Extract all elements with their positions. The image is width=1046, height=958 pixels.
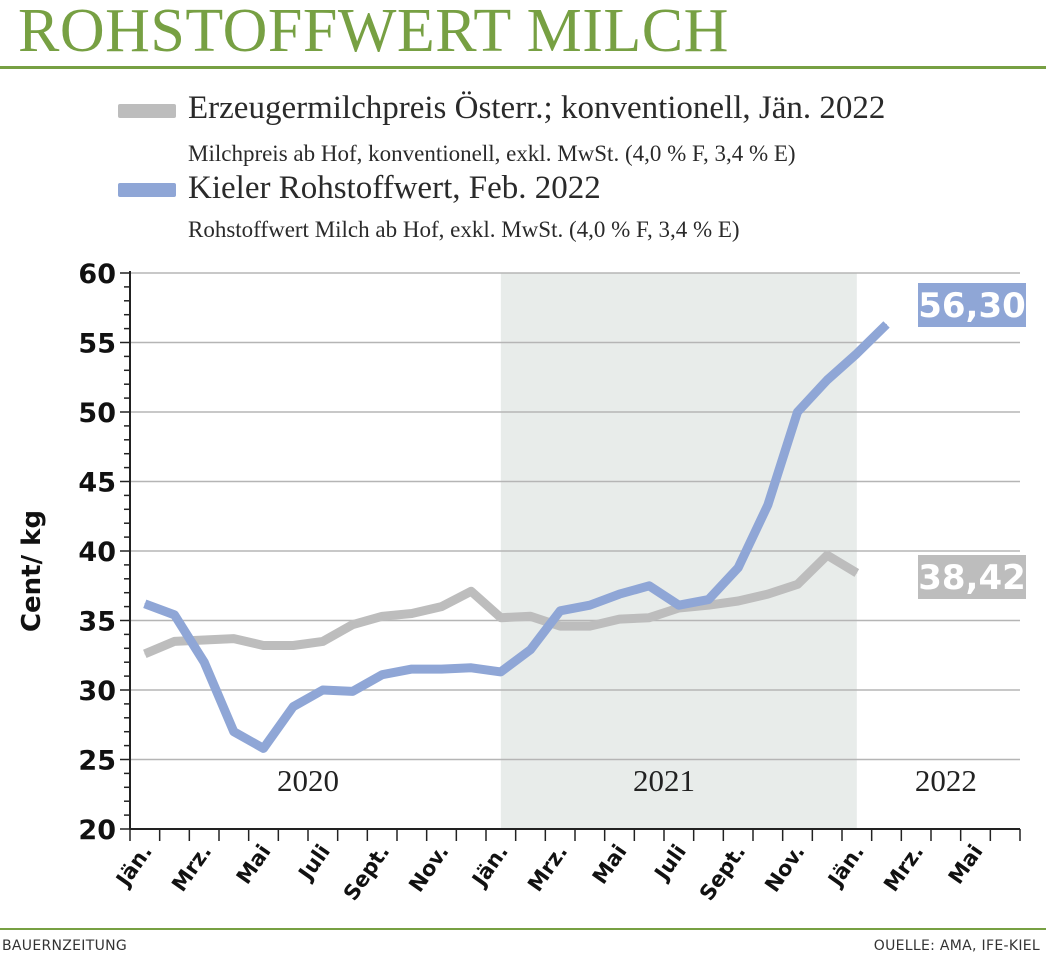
y-tick-label-45: 45 bbox=[78, 468, 116, 499]
y-tick-label-40: 40 bbox=[78, 537, 116, 568]
data-point bbox=[292, 645, 294, 647]
end-label-box-1 bbox=[918, 283, 1026, 327]
data-point bbox=[352, 690, 353, 692]
data-point bbox=[708, 604, 709, 606]
data-point bbox=[411, 613, 413, 615]
data-point bbox=[589, 625, 591, 627]
y-tick-label-25: 25 bbox=[78, 746, 116, 777]
title-rule bbox=[0, 66, 1046, 69]
data-point bbox=[737, 567, 739, 569]
x-tick-label: Mrz. bbox=[523, 840, 572, 896]
data-point bbox=[233, 731, 235, 733]
data-point bbox=[322, 640, 324, 642]
x-tick-label: Nov. bbox=[760, 840, 809, 896]
data-point bbox=[559, 625, 561, 627]
data-point bbox=[381, 615, 383, 617]
y-tick-label-55: 55 bbox=[78, 329, 116, 360]
footer-publisher: BAUERNZEITUNG bbox=[2, 938, 128, 954]
x-tick-label: Jän. bbox=[822, 840, 869, 892]
x-tick-label: Nov. bbox=[404, 840, 453, 896]
data-point bbox=[203, 639, 205, 641]
data-point bbox=[886, 323, 887, 325]
data-point bbox=[144, 603, 146, 605]
chart-title: ROHSTOFFWERT MILCH bbox=[18, 0, 729, 65]
data-point bbox=[856, 572, 858, 574]
data-point bbox=[381, 674, 383, 676]
data-point bbox=[500, 671, 502, 673]
data-point bbox=[470, 667, 472, 669]
data-point bbox=[411, 668, 413, 670]
data-point bbox=[352, 624, 353, 626]
series-line-1 bbox=[143, 321, 890, 753]
y-tick-label-60: 60 bbox=[78, 259, 116, 290]
data-point bbox=[797, 583, 798, 585]
data-point bbox=[619, 593, 620, 595]
footer-rule bbox=[0, 928, 1046, 930]
footer-source: OUELLE: AMA, IFE-KIEL bbox=[873, 938, 1040, 954]
data-point bbox=[648, 585, 650, 587]
y-tick-label-35: 35 bbox=[78, 607, 116, 638]
data-point bbox=[203, 661, 205, 663]
x-tick-label: Jän. bbox=[466, 840, 513, 892]
data-point bbox=[144, 653, 146, 655]
data-point bbox=[530, 615, 531, 617]
data-point bbox=[619, 618, 620, 620]
x-tick-label: Mai bbox=[232, 840, 276, 888]
legend-sublabel-producer-price: Milchpreis ab Hof, konventionell, exkl. … bbox=[188, 141, 796, 166]
data-point bbox=[708, 599, 709, 601]
year-label-2021: 2021 bbox=[633, 763, 695, 798]
legend-swatch-kiel-value bbox=[118, 183, 176, 197]
end-label-1: 56,30 bbox=[918, 286, 1026, 326]
x-tick-label: Juli bbox=[293, 840, 335, 886]
data-point bbox=[233, 638, 235, 640]
x-tick-label: Jän. bbox=[110, 840, 157, 892]
data-point bbox=[174, 640, 175, 642]
data-point bbox=[648, 617, 650, 619]
y-tick-label-50: 50 bbox=[78, 398, 116, 429]
data-point bbox=[797, 411, 798, 413]
data-point bbox=[737, 600, 739, 602]
end-label-0: 38,42 bbox=[918, 558, 1026, 598]
data-point bbox=[530, 649, 531, 651]
data-point bbox=[767, 504, 769, 506]
data-point bbox=[263, 645, 264, 647]
data-point bbox=[678, 604, 680, 606]
end-label-box-0 bbox=[918, 555, 1026, 599]
data-point bbox=[559, 610, 561, 612]
data-point bbox=[263, 747, 264, 749]
data-point bbox=[767, 593, 769, 595]
legend-label-kiel-value: Kieler Rohstoffwert, Feb. 2022 bbox=[188, 170, 601, 206]
x-tick-label: Mai bbox=[944, 840, 988, 888]
y-tick-label-20: 20 bbox=[78, 815, 116, 846]
data-point bbox=[292, 706, 294, 708]
x-tick-label: Sept. bbox=[339, 840, 394, 905]
data-point bbox=[826, 379, 828, 381]
x-tick-label: Sept. bbox=[695, 840, 750, 905]
data-point bbox=[322, 689, 324, 691]
data-point bbox=[441, 606, 442, 608]
data-point bbox=[856, 353, 858, 355]
data-point bbox=[441, 668, 442, 670]
x-tick-label: Mrz. bbox=[879, 840, 928, 896]
legend-swatch-producer-price bbox=[118, 104, 176, 118]
y-axis-label: Cent/ kg bbox=[17, 510, 47, 632]
legend-sublabel-kiel-value: Rohstoffwert Milch ab Hof, exkl. MwSt. (… bbox=[188, 217, 740, 242]
legend-label-producer-price: Erzeugermilchpreis Österr.; konventionel… bbox=[188, 90, 886, 126]
x-tick-label: Mai bbox=[588, 840, 632, 888]
data-point bbox=[470, 590, 472, 592]
x-tick-label: Juli bbox=[649, 840, 691, 886]
y-tick-label-30: 30 bbox=[78, 676, 116, 707]
year-label-2020: 2020 bbox=[277, 763, 339, 798]
x-tick-label: Mrz. bbox=[167, 840, 216, 896]
data-point bbox=[500, 617, 502, 619]
data-point bbox=[589, 604, 591, 606]
data-point bbox=[826, 554, 828, 556]
year-label-2022: 2022 bbox=[915, 763, 977, 798]
data-point bbox=[174, 614, 175, 616]
